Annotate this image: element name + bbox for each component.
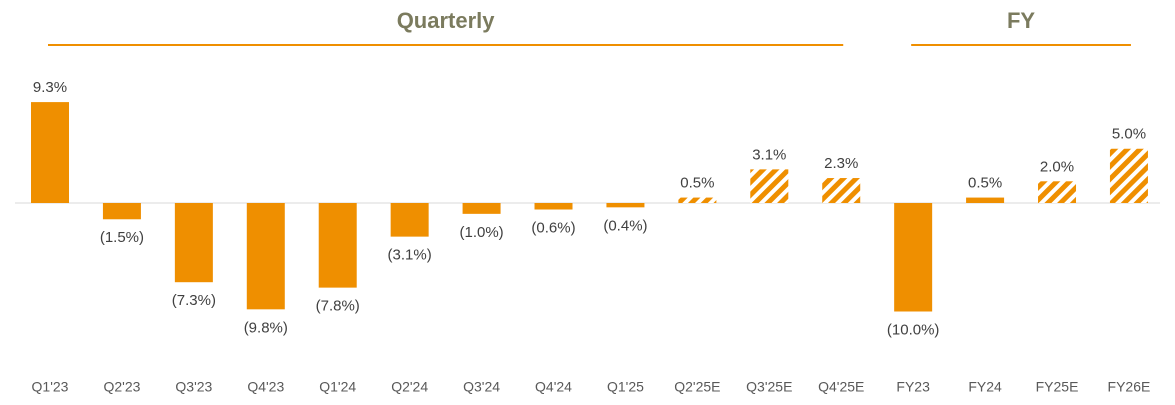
x-tick-label: Q4'25E <box>818 379 864 395</box>
data-label: 3.1% <box>752 146 786 163</box>
bar <box>174 203 213 283</box>
data-label: (7.3%) <box>172 292 216 309</box>
data-label: (3.1%) <box>388 247 432 264</box>
data-label: 0.5% <box>680 175 714 192</box>
bar <box>534 203 573 210</box>
data-label: 2.3% <box>824 155 858 172</box>
data-label: (1.5%) <box>100 229 144 246</box>
x-tick-label: FY23 <box>896 379 930 395</box>
data-label: 2.0% <box>1040 158 1074 175</box>
x-tick-label: Q3'23 <box>175 379 212 395</box>
x-tick-label: Q1'24 <box>319 379 356 395</box>
data-label: (9.8%) <box>244 319 288 336</box>
x-tick-label: Q3'24 <box>463 379 500 395</box>
x-tick-label: FY25E <box>1036 379 1079 395</box>
bar <box>462 203 501 214</box>
data-label: 5.0% <box>1112 126 1146 143</box>
bar <box>1038 181 1077 203</box>
x-tick-label: FY24 <box>968 379 1002 395</box>
x-tick-label: Q1'23 <box>32 379 69 395</box>
data-label: (7.8%) <box>316 298 360 315</box>
bar <box>750 169 789 203</box>
x-tick-label: Q1'25 <box>607 379 644 395</box>
bar <box>966 197 1005 203</box>
bar <box>31 102 69 203</box>
x-tick-label: Q2'24 <box>391 379 428 395</box>
x-tick-label: Q3'25E <box>746 379 792 395</box>
data-label: (0.6%) <box>531 219 575 236</box>
x-tick-label: Q2'25E <box>674 379 720 395</box>
data-label: (0.4%) <box>603 217 647 234</box>
x-tick-label: Q4'24 <box>535 379 572 395</box>
group-header: Quarterly <box>397 8 496 33</box>
data-label: (1.0%) <box>459 224 503 241</box>
bar <box>390 203 429 237</box>
data-label: (10.0%) <box>887 321 940 338</box>
data-label: 9.3% <box>33 79 67 96</box>
x-tick-label: FY26E <box>1108 379 1151 395</box>
group-header: FY <box>1007 8 1035 33</box>
bar <box>246 203 285 310</box>
bar <box>822 178 861 203</box>
x-tick-label: Q2'23 <box>103 379 140 395</box>
x-tick-label: Q4'23 <box>247 379 284 395</box>
bar <box>678 197 717 203</box>
bar <box>1109 148 1148 203</box>
bar <box>102 203 141 220</box>
bar <box>894 203 933 312</box>
bar <box>318 203 357 288</box>
data-label: 0.5% <box>968 175 1002 192</box>
bar <box>606 203 645 208</box>
